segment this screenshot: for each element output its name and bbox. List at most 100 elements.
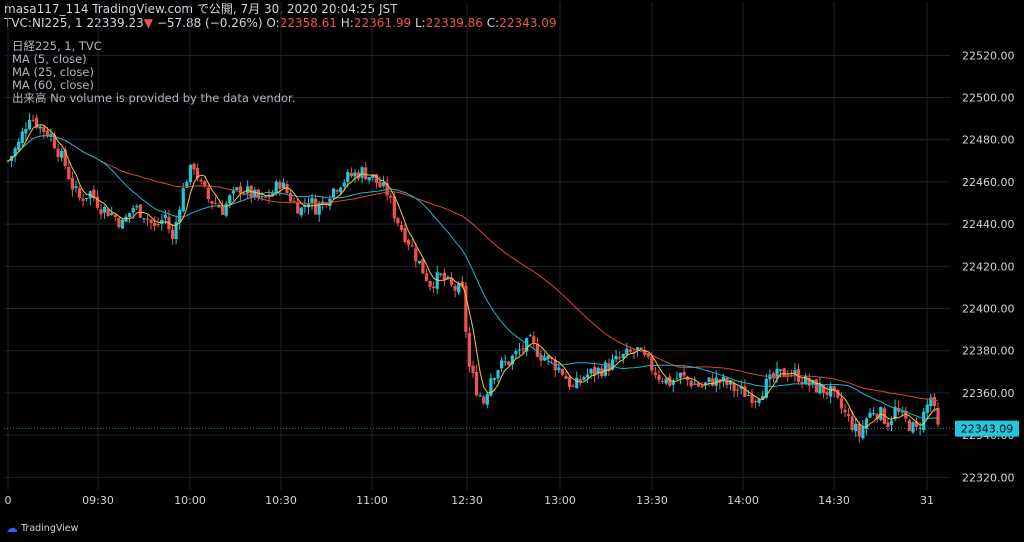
candle-body (686, 376, 690, 380)
candle-body (800, 381, 804, 385)
candle-body (757, 399, 761, 403)
candle-body (110, 213, 114, 215)
price-tick-label: 22500.00 (962, 92, 1015, 105)
candle-body (922, 411, 926, 431)
candle-body (324, 202, 328, 205)
candle-body (203, 180, 207, 187)
brand-name: TradingView (21, 522, 79, 534)
candle-body (414, 248, 418, 262)
time-tick-label: 31 (920, 494, 934, 507)
candle-body (81, 198, 85, 201)
candle-body (170, 229, 175, 239)
legend-volume-note: 出来高 No volume is provided by the data ve… (12, 91, 296, 105)
candle-body (339, 187, 343, 193)
candle-body (38, 126, 42, 129)
candle-body (6, 160, 10, 162)
candle-body (235, 187, 239, 190)
candle-body (271, 193, 275, 196)
candle-body (195, 167, 200, 179)
candle-body (918, 427, 922, 429)
candle-body (907, 420, 911, 431)
candle-body (238, 186, 243, 194)
candle-body (17, 141, 21, 151)
candle-body (492, 378, 497, 380)
candle-body (106, 208, 110, 217)
candle-body (689, 380, 693, 387)
candle-body (85, 198, 89, 200)
candle-body (675, 378, 679, 380)
candle-body (131, 207, 135, 213)
time-tick-label: 12:30 (451, 494, 483, 507)
candle-body (635, 347, 640, 351)
candle-body (489, 378, 493, 396)
candle-body (185, 182, 189, 188)
candle-body (596, 367, 600, 374)
candle-body (500, 360, 504, 369)
candle-body (893, 406, 897, 420)
candle-body (424, 273, 429, 281)
candle-body (457, 283, 461, 293)
down-arrow-icon: ▼ (143, 16, 153, 30)
candle-body (861, 426, 865, 439)
candle-body (768, 374, 772, 380)
candle-body (442, 272, 446, 281)
candle-body (160, 219, 164, 224)
candle-body (260, 196, 264, 198)
candle-body (13, 148, 17, 157)
time-tick-label: 10:00 (174, 494, 206, 507)
time-tick-label: 09:30 (82, 494, 114, 507)
candle-body (410, 245, 414, 247)
candle-body (517, 349, 522, 351)
candle-body (603, 362, 607, 376)
candle-body (628, 349, 632, 352)
time-tick-label: 11:00 (356, 494, 388, 507)
candle-body (378, 181, 382, 188)
candle-body (285, 184, 289, 194)
candle-body (478, 395, 482, 397)
last-price: 22339.23 (86, 16, 144, 30)
candle-body (342, 182, 346, 187)
price-tick-label: 22400.00 (962, 303, 1015, 316)
candle-body (389, 195, 393, 198)
candle-body (317, 203, 321, 215)
candle-body (24, 129, 28, 134)
candle-body (660, 380, 665, 383)
tradingview-cloud-icon: ☁ (6, 521, 18, 535)
candle-body (156, 223, 160, 225)
candle-body (761, 395, 765, 400)
candle-body (610, 359, 615, 370)
candle-body (353, 172, 357, 177)
time-axis[interactable]: 0 09:30 10:00 10:30 11:00 12:30 13:00 13:30 14:0… (5, 494, 935, 507)
candle-body (199, 179, 203, 182)
candle-body (607, 363, 611, 371)
candle-body (700, 385, 704, 387)
candle-body (421, 258, 425, 274)
candle-body (857, 423, 861, 437)
candle-body (693, 383, 697, 385)
candle-body (900, 411, 904, 413)
candle-body (639, 347, 643, 349)
candle-body (575, 377, 579, 389)
candle-body (335, 190, 339, 192)
candle-body (439, 273, 443, 275)
legend-ma60[interactable]: MA (60, close) (12, 78, 94, 92)
candle-body (507, 361, 511, 366)
candle-body (932, 396, 937, 407)
candle-body (535, 343, 539, 357)
candle-body (99, 209, 103, 215)
candle-body (771, 373, 776, 379)
candle-body (374, 174, 379, 183)
ma60-line (7, 135, 939, 402)
legend-title[interactable]: 日経225, 1, TVC (12, 39, 102, 53)
candle-body (432, 286, 436, 289)
legend-ma25[interactable]: MA (25, close) (12, 65, 94, 79)
candle-body (331, 188, 336, 198)
candle-body (914, 421, 919, 427)
legend-ma5[interactable]: MA (5, close) (12, 52, 87, 66)
high-value: 22361.99 (353, 16, 412, 30)
candle-body (707, 377, 711, 382)
candle-body (825, 391, 829, 395)
price-axis[interactable]: 22320.0022340.0022360.0022380.0022400.00… (962, 49, 1015, 484)
tradingview-logo[interactable]: ☁ TradingView (6, 521, 78, 535)
